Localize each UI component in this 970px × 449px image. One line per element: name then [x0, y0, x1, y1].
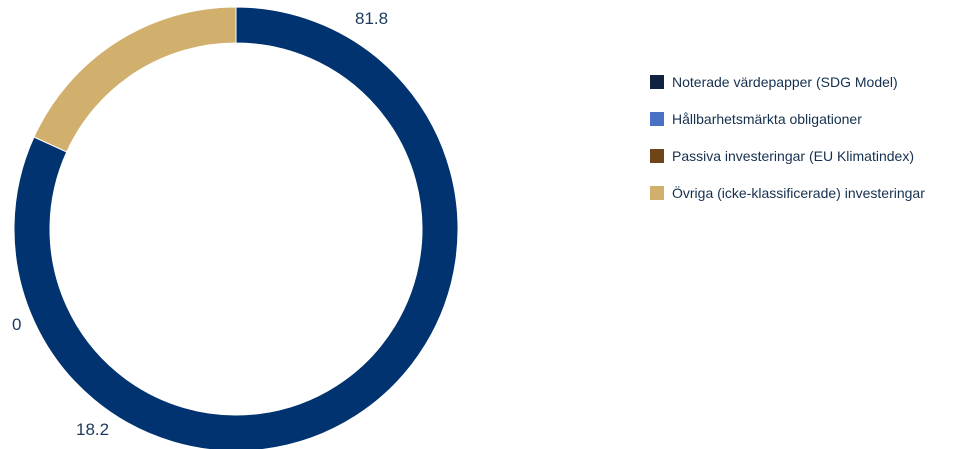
legend-swatch: [650, 112, 664, 126]
legend-item[interactable]: Noterade värdepapper (SDG Model): [650, 72, 970, 92]
legend-label: Övriga (icke-klassificerade) investering…: [672, 185, 925, 201]
legend-label: Hållbarhetsmärkta obligationer: [672, 111, 862, 127]
legend-swatch: [650, 149, 664, 163]
legend-swatch: [650, 186, 664, 200]
legend: Noterade värdepapper (SDG Model) Hållbar…: [650, 72, 970, 220]
legend-item[interactable]: Hållbarhetsmärkta obligationer: [650, 109, 970, 129]
legend-item[interactable]: Övriga (icke-klassificerade) investering…: [650, 183, 970, 203]
data-label: 0: [12, 315, 21, 334]
donut-svg: 81.8 0 18.2: [12, 6, 459, 449]
data-label: 81.8: [355, 9, 388, 28]
legend-label: Passiva investeringar (EU Klimatindex): [672, 148, 914, 164]
legend-label: Noterade värdepapper (SDG Model): [672, 74, 898, 90]
data-label: 18.2: [76, 420, 109, 439]
legend-swatch: [650, 75, 664, 89]
donut-chart: 81.8 0 18.2: [12, 6, 459, 449]
legend-item[interactable]: Passiva investeringar (EU Klimatindex): [650, 146, 970, 166]
donut-hole: [50, 43, 422, 415]
